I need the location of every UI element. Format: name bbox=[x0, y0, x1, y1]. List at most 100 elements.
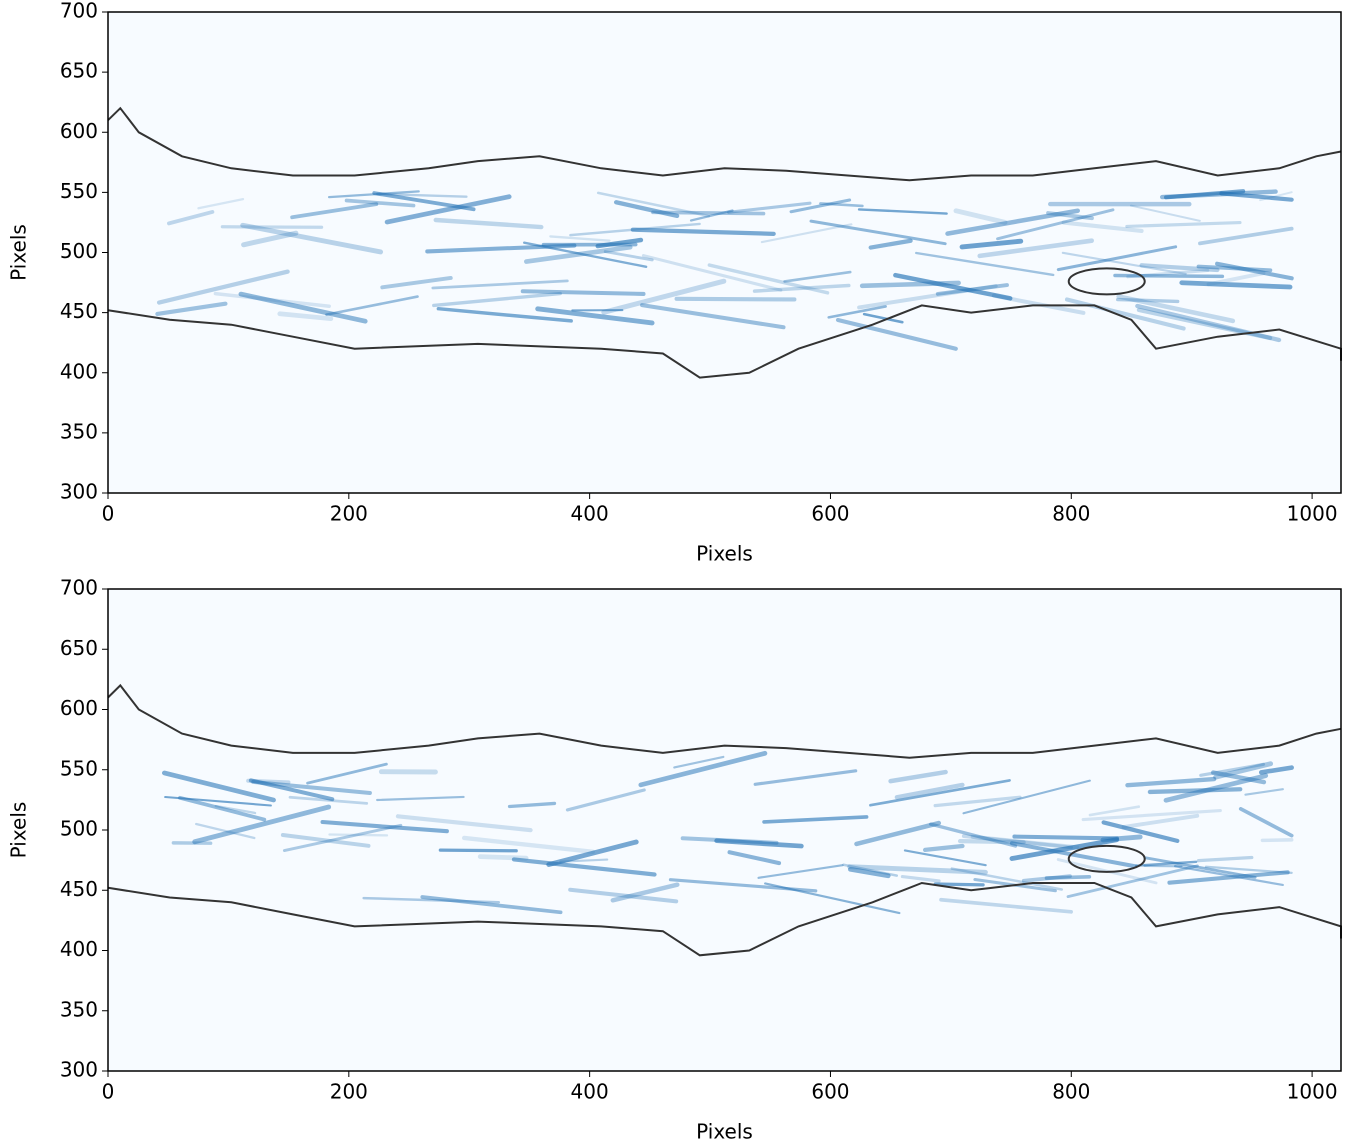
x-tick-label: 800 bbox=[1052, 1080, 1090, 1104]
streak bbox=[854, 820, 942, 847]
streak bbox=[922, 843, 965, 853]
x-tick-label: 1000 bbox=[1287, 502, 1338, 526]
streak bbox=[565, 788, 646, 812]
streak bbox=[1143, 856, 1257, 879]
streak bbox=[1215, 261, 1294, 281]
streak bbox=[1012, 834, 1120, 841]
y-tick-label: 650 bbox=[60, 636, 98, 660]
streak bbox=[869, 779, 1011, 807]
streak bbox=[1213, 761, 1274, 780]
streak bbox=[156, 269, 290, 305]
streak bbox=[546, 839, 639, 868]
streak bbox=[327, 190, 420, 199]
streak bbox=[438, 848, 518, 853]
streak bbox=[933, 882, 985, 887]
y-tick-label: 450 bbox=[60, 299, 98, 323]
streak bbox=[613, 200, 680, 219]
streak bbox=[1061, 220, 1144, 233]
streak bbox=[248, 778, 335, 802]
streak bbox=[277, 311, 334, 322]
streak bbox=[689, 209, 734, 222]
x-tick-label: 200 bbox=[330, 502, 368, 526]
streak bbox=[603, 250, 654, 262]
streak bbox=[933, 795, 1022, 808]
streak bbox=[1116, 294, 1236, 324]
streak bbox=[959, 238, 1024, 250]
streak bbox=[1219, 191, 1294, 202]
streak bbox=[939, 897, 1073, 914]
streak bbox=[1211, 770, 1267, 785]
streak bbox=[372, 191, 476, 212]
streak bbox=[991, 293, 1086, 315]
panel: 0 200 400 600 800 1000 300 350 400 450 500 550 600 65… bbox=[7, 0, 1342, 566]
y-tick-label: 500 bbox=[60, 239, 98, 263]
streak bbox=[431, 279, 569, 290]
streak bbox=[727, 201, 812, 214]
streak bbox=[1125, 776, 1217, 788]
y-tick-label: 700 bbox=[60, 0, 98, 23]
y-tick-label: 300 bbox=[60, 1058, 98, 1082]
streak bbox=[511, 857, 657, 877]
panel: 0 200 400 600 800 1000 300 350 400 450 500 550 600 65… bbox=[7, 576, 1342, 1144]
streak bbox=[197, 197, 245, 210]
streak bbox=[680, 836, 779, 845]
streak bbox=[835, 317, 958, 351]
streak bbox=[568, 887, 679, 904]
x-tick-label: 200 bbox=[330, 1080, 368, 1104]
streak bbox=[376, 795, 465, 802]
streak bbox=[1260, 838, 1294, 843]
streak bbox=[213, 291, 331, 308]
y-tick-label: 650 bbox=[60, 59, 98, 83]
y-tick-label: 350 bbox=[60, 419, 98, 443]
streak bbox=[1009, 841, 1138, 869]
streak bbox=[610, 882, 680, 903]
x-tick-label: 0 bbox=[102, 502, 115, 526]
streak bbox=[1199, 762, 1266, 777]
streak bbox=[762, 815, 869, 824]
streak bbox=[707, 263, 830, 295]
streak bbox=[1121, 813, 1200, 829]
y-tick-label: 400 bbox=[60, 937, 98, 961]
contour bbox=[107, 881, 1342, 957]
streak bbox=[945, 208, 1080, 236]
contour bbox=[107, 304, 1342, 379]
streak bbox=[1244, 788, 1284, 796]
streak bbox=[280, 833, 371, 848]
streak bbox=[1064, 297, 1186, 331]
streak bbox=[819, 202, 864, 208]
streak bbox=[549, 235, 611, 242]
streak bbox=[727, 850, 782, 866]
streak bbox=[962, 779, 1091, 815]
streak bbox=[929, 822, 1018, 848]
streak bbox=[1238, 807, 1294, 838]
x-tick-label: 1000 bbox=[1287, 1080, 1338, 1104]
streak bbox=[1009, 837, 1120, 861]
streak bbox=[789, 198, 852, 214]
streak bbox=[1088, 805, 1141, 817]
streak bbox=[842, 863, 899, 877]
streak bbox=[240, 222, 384, 255]
streak bbox=[161, 770, 276, 803]
y-tick-label: 600 bbox=[60, 696, 98, 720]
y-tick-label: 400 bbox=[60, 359, 98, 383]
streak bbox=[596, 191, 711, 218]
streak bbox=[1167, 870, 1290, 885]
streak bbox=[950, 867, 1064, 891]
streak bbox=[915, 251, 1055, 277]
streak bbox=[238, 291, 368, 324]
x-axis-label: Pixels bbox=[696, 542, 753, 566]
streak bbox=[1147, 787, 1243, 795]
streak bbox=[638, 750, 768, 788]
y-tick-label: 550 bbox=[60, 179, 98, 203]
streak bbox=[1046, 211, 1094, 221]
streak bbox=[461, 835, 596, 855]
streak bbox=[395, 814, 533, 833]
image-background bbox=[108, 12, 1341, 493]
streak bbox=[436, 306, 573, 323]
streak bbox=[674, 296, 797, 302]
streak bbox=[1135, 860, 1198, 867]
streak bbox=[155, 301, 228, 317]
streak bbox=[535, 306, 655, 326]
streak bbox=[1066, 864, 1199, 899]
